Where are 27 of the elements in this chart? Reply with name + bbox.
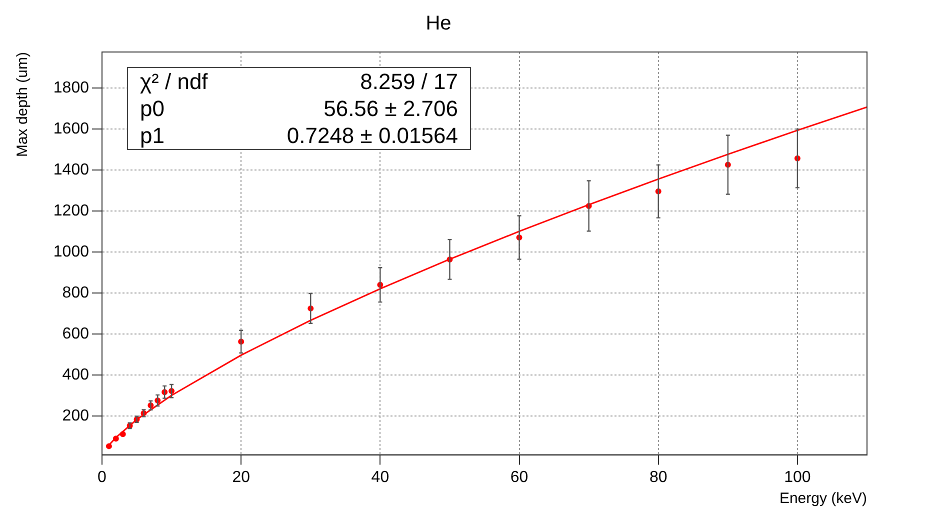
y-tick-label: 1200 [53, 202, 90, 220]
x-tick-label: 0 [98, 468, 107, 486]
y-tick-label: 1800 [53, 79, 90, 96]
x-tick-label: 20 [232, 468, 250, 486]
x-tick-label: 100 [784, 468, 811, 486]
point [112, 436, 119, 442]
chart-title: He [426, 12, 452, 35]
x-tick-label: 40 [371, 468, 390, 486]
annotation: χ² / ndf [140, 68, 208, 95]
y-tick-label: 200 [62, 407, 90, 424]
x-tick-label: 60 [510, 468, 528, 486]
x-tick-label: 80 [649, 468, 668, 486]
y-tick-label: 1000 [53, 243, 90, 260]
y-tick-label: 600 [62, 325, 90, 342]
point [106, 443, 112, 450]
point [120, 431, 126, 438]
x-axis-title: Energy (keV) [779, 490, 867, 508]
annotation: 8.259 / 17 [359, 68, 458, 95]
annotation: p0 [140, 95, 166, 122]
y-tick-label: 1400 [53, 161, 90, 178]
y-tick-label: 1600 [53, 120, 90, 138]
y-tick-label: 400 [62, 366, 90, 384]
y-axis-title: Max depth (um) [14, 52, 32, 158]
annotation: p1 [140, 122, 166, 149]
annotation: 0.7248 ± 0.01564 [286, 122, 458, 149]
annotation: 56.56 ± 2.706 [322, 95, 458, 122]
y-tick-label: 800 [62, 284, 90, 302]
